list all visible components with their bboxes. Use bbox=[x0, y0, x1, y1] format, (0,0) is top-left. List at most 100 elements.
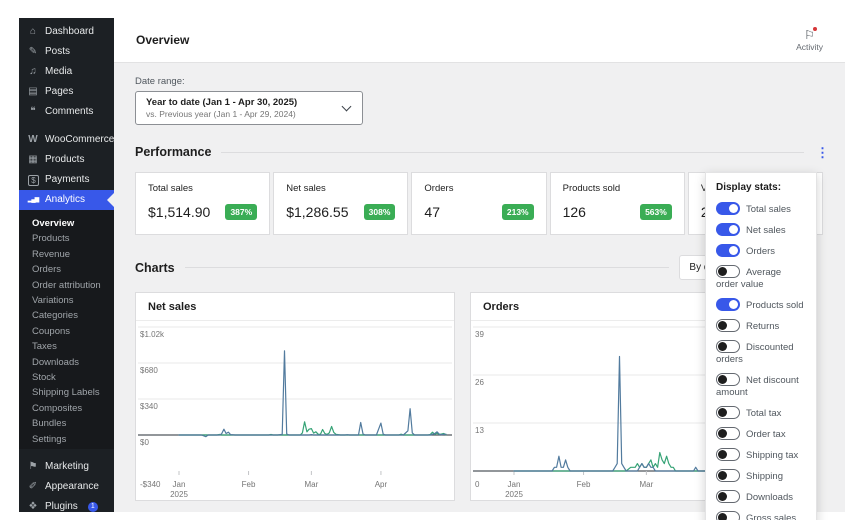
toggle-row-average-order-value[interactable]: Average order value bbox=[716, 265, 806, 291]
posts-icon: ✎ bbox=[28, 46, 38, 57]
sidebar-item-label: Pages bbox=[45, 86, 74, 97]
sidebar-item-posts[interactable]: ✎ Posts bbox=[19, 42, 114, 62]
sidebar-item-plugins[interactable]: ❖ Plugins 1 bbox=[19, 497, 114, 512]
sidebar-item-woocommerce[interactable]: W WooCommerce bbox=[19, 130, 114, 150]
sidebar-subitem-overview[interactable]: Overview bbox=[32, 218, 75, 229]
plugins-icon: ❖ bbox=[28, 501, 38, 512]
sidebar-item-analytics[interactable]: ▂▄▆ Analytics bbox=[19, 190, 114, 210]
toggle-row-shipping[interactable]: Shipping bbox=[716, 469, 806, 483]
appearance-icon: ✐ bbox=[28, 481, 38, 493]
toggle-switch[interactable] bbox=[716, 298, 740, 311]
toggle-row-order-tax[interactable]: Order tax bbox=[716, 427, 806, 441]
stat-value-row: $1,286.55 308% bbox=[286, 204, 396, 220]
date-range-select[interactable]: Year to date (Jan 1 - Apr 30, 2025) vs. … bbox=[135, 91, 363, 125]
toggle-row-net-sales[interactable]: Net sales bbox=[716, 223, 806, 237]
sidebar-subitem-coupons[interactable]: Coupons bbox=[32, 325, 71, 337]
svg-text:Feb: Feb bbox=[242, 480, 256, 489]
sidebar-item-label: Appearance bbox=[45, 481, 99, 493]
sidebar-subitem-stock[interactable]: Stock bbox=[32, 372, 56, 384]
sidebar-subitem-downloads[interactable]: Downloads bbox=[32, 356, 79, 368]
chevron-down-icon bbox=[341, 101, 352, 112]
sidebar-subitem-products[interactable]: Products bbox=[32, 233, 70, 245]
toggle-row-products-sold[interactable]: Products sold bbox=[716, 298, 806, 312]
stat-card-net-sales[interactable]: Net sales $1,286.55 308% bbox=[273, 172, 409, 235]
toggle-switch[interactable] bbox=[716, 448, 740, 461]
sidebar-item-products[interactable]: ▦ Products bbox=[19, 150, 114, 170]
sidebar-item-payments[interactable]: $ Payments bbox=[19, 170, 114, 190]
toggle-row-shipping-tax[interactable]: Shipping tax bbox=[716, 448, 806, 462]
date-range-secondary: vs. Previous year (Jan 1 - Apr 29, 2024) bbox=[146, 109, 296, 119]
toggle-row-downloads[interactable]: Downloads bbox=[716, 490, 806, 504]
sidebar-subitem-variations[interactable]: Variations bbox=[32, 295, 74, 307]
stat-value: $1,514.90 bbox=[148, 204, 211, 220]
sidebar-item-media[interactable]: ♫ Media bbox=[19, 62, 114, 82]
stat-value: 2 bbox=[701, 204, 709, 220]
toggle-row-total-tax[interactable]: Total tax bbox=[716, 406, 806, 420]
stat-card-total-sales[interactable]: Total sales $1,514.90 387% bbox=[135, 172, 271, 235]
sidebar-subitem-bundles[interactable]: Bundles bbox=[32, 418, 67, 430]
date-range-label: Date range: bbox=[135, 76, 185, 87]
toggle-switch[interactable] bbox=[716, 469, 740, 482]
activity-button[interactable]: ⚐ Activity bbox=[796, 26, 823, 52]
toggle-row-orders[interactable]: Orders bbox=[716, 244, 806, 258]
sidebar-item-pages[interactable]: ▤ Pages bbox=[19, 82, 114, 102]
toggle-label: Total tax bbox=[746, 408, 782, 419]
toggle-switch[interactable] bbox=[716, 244, 740, 257]
sidebar-item-label: Comments bbox=[45, 106, 94, 117]
stat-card-orders[interactable]: Orders 47 213% bbox=[411, 172, 547, 235]
analytics-icon: ▂▄▆ bbox=[27, 197, 39, 203]
sidebar-subitem-shipping-labels[interactable]: Shipping Labels bbox=[32, 387, 100, 399]
sidebar-subitem-composites[interactable]: Composites bbox=[32, 402, 83, 414]
toggle-switch[interactable] bbox=[716, 490, 740, 503]
sidebar-subitem-revenue[interactable]: Revenue bbox=[32, 248, 71, 260]
woocommerce-icon: W bbox=[28, 134, 38, 145]
date-range-primary: Year to date (Jan 1 - Apr 30, 2025) bbox=[146, 97, 298, 108]
sidebar-item-dashboard[interactable]: ⌂ Dashboard bbox=[19, 22, 114, 42]
toggle-row-discounted-orders[interactable]: Discounted orders bbox=[716, 340, 806, 366]
svg-text:13: 13 bbox=[475, 426, 484, 435]
stat-card-products-sold[interactable]: Products sold 126 563% bbox=[549, 172, 685, 235]
stat-label: Products sold bbox=[562, 183, 621, 194]
toggle-switch[interactable] bbox=[716, 340, 740, 353]
svg-text:Feb: Feb bbox=[577, 480, 591, 489]
toggle-switch[interactable] bbox=[716, 406, 740, 419]
sidebar-item-label: Media bbox=[45, 66, 73, 77]
toggle-switch[interactable] bbox=[716, 223, 740, 236]
chart-title: Net sales bbox=[136, 293, 454, 321]
toggle-switch[interactable] bbox=[716, 265, 740, 278]
net-sales-chart-card: Net sales $1.02k $680 $340 $0 -$340 Jan 2025 Fe… bbox=[135, 292, 455, 501]
chart-title: Orders bbox=[471, 293, 789, 321]
svg-text:Jan: Jan bbox=[508, 480, 521, 489]
toggle-label: Discounted orders bbox=[716, 342, 794, 365]
svg-text:39: 39 bbox=[475, 330, 484, 339]
toggle-switch[interactable] bbox=[716, 319, 740, 332]
sidebar-subitem-orders[interactable]: Orders bbox=[32, 264, 62, 276]
toggle-row-returns[interactable]: Returns bbox=[716, 319, 806, 333]
toggle-switch[interactable] bbox=[716, 427, 740, 440]
performance-menu-button[interactable]: ⋮ bbox=[816, 144, 829, 160]
performance-section-header: Performance ⋮ bbox=[135, 145, 831, 159]
sidebar-item-label: Payments bbox=[45, 174, 90, 185]
products-icon: ▦ bbox=[28, 154, 38, 165]
charts-title: Charts bbox=[135, 260, 175, 275]
sidebar-subitem-settings[interactable]: Settings bbox=[32, 433, 67, 445]
toggle-switch[interactable] bbox=[716, 373, 740, 386]
sidebar-item-appearance[interactable]: ✐ Appearance bbox=[19, 477, 114, 497]
active-menu-arrow bbox=[100, 193, 114, 207]
toggle-switch[interactable] bbox=[716, 202, 740, 215]
toggle-row-net-discount-amount[interactable]: Net discount amount bbox=[716, 373, 806, 399]
toggle-label: Gross sales bbox=[746, 513, 797, 520]
toggle-row-gross-sales[interactable]: Gross sales bbox=[716, 511, 806, 520]
toggle-label: Downloads bbox=[746, 492, 793, 503]
stat-delta-badge: 563% bbox=[640, 204, 672, 220]
sidebar-item-comments[interactable]: ❝ Comments bbox=[19, 102, 114, 122]
sidebar-subitem-categories[interactable]: Categories bbox=[32, 310, 78, 322]
sidebar-subitem-order-attribution[interactable]: Order attribution bbox=[32, 279, 101, 291]
toggle-switch[interactable] bbox=[716, 511, 740, 520]
stat-label: Total sales bbox=[148, 183, 193, 194]
toggle-row-total-sales[interactable]: Total sales bbox=[716, 202, 806, 216]
stat-delta-badge: 213% bbox=[501, 204, 534, 220]
toggle-label: Total sales bbox=[746, 204, 791, 215]
sidebar-subitem-taxes[interactable]: Taxes bbox=[32, 341, 57, 353]
sidebar-item-marketing[interactable]: ⚑ Marketing bbox=[19, 457, 114, 477]
